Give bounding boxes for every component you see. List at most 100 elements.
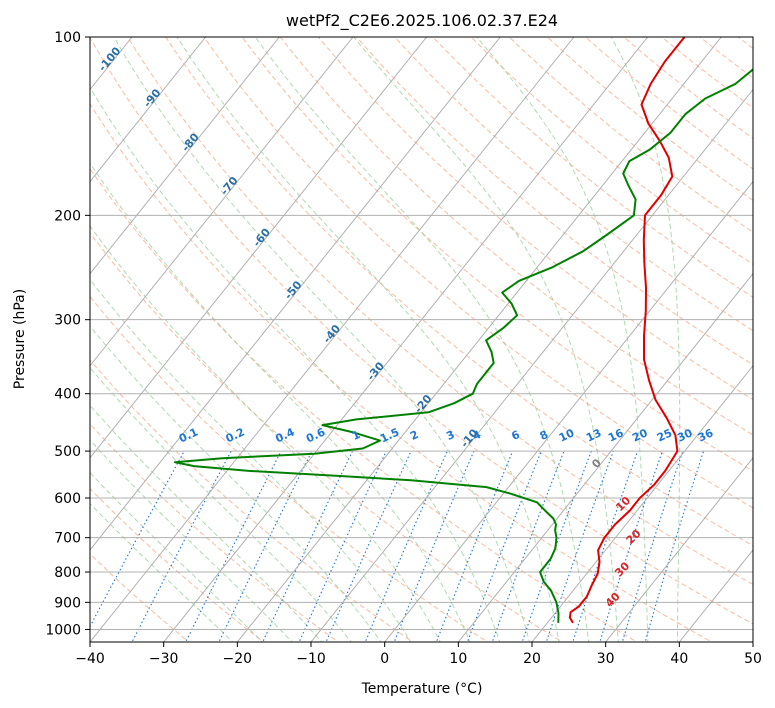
mixing-ratio-label: 36	[696, 426, 716, 444]
moist-adiabat-label: 0	[589, 456, 604, 471]
x-tick-label: −30	[149, 651, 179, 667]
mixing-ratio-label: 0.2	[224, 425, 247, 445]
mixing-ratio-line	[521, 450, 592, 642]
moist-adiabat-label: 30	[612, 559, 632, 579]
y-tick-label: 500	[54, 444, 81, 460]
mixing-ratio-line	[621, 450, 684, 642]
x-tick-label: 0	[380, 651, 389, 667]
x-tick-label: 30	[597, 651, 615, 667]
plot-clipped-group: 0.1 0.2 0.4 0.6 1 1.5 2 3 4 6 8 10 13 16 20 25 30 36-100-…	[0, 24, 775, 645]
mixing-ratio-line	[545, 450, 614, 642]
y-tick-label: 100	[54, 30, 81, 46]
temperature-profile-line	[568, 37, 686, 624]
moist-adiabat-line	[90, 502, 234, 642]
mixing-ratio-label: 2	[408, 428, 420, 443]
isotherm-gridline	[605, 457, 753, 642]
y-tick-label: 800	[54, 565, 81, 581]
dry-adiabat-line	[165, 37, 753, 547]
y-tick-label: 300	[54, 313, 81, 329]
mixing-ratio-line	[491, 450, 565, 642]
dry-adiabat-line	[90, 231, 564, 642]
moist-adiabat-line	[90, 439, 293, 642]
mixing-ratio-label: 1.5	[378, 425, 401, 445]
dry-adiabat-label: -50	[282, 278, 305, 302]
isotherm-gridline	[90, 37, 207, 183]
mixing-ratio-line	[262, 450, 353, 642]
isotherm-gridline	[90, 37, 501, 551]
moist-adiabat-label: 40	[603, 590, 623, 610]
dry-adiabat-line	[90, 359, 414, 642]
moist-adiabat-line	[254, 37, 590, 642]
moist-adiabat-line	[90, 404, 323, 642]
y-tick-label: 1000	[45, 622, 81, 638]
x-axis-title: Temperature (°C)	[361, 681, 483, 697]
dry-adiabat-line	[394, 37, 753, 332]
dry-adiabat-label: -80	[179, 130, 202, 154]
x-tick-label: 40	[670, 651, 688, 667]
mixing-ratio-label: 0.1	[177, 425, 200, 445]
isotherm-gridline	[90, 37, 575, 642]
mixing-ratio-label: 8	[538, 428, 550, 443]
mixing-ratio-line	[572, 450, 639, 642]
dry-adiabat-line	[699, 37, 753, 79]
x-tick-label: 10	[449, 651, 467, 667]
isotherm-gridline	[384, 180, 753, 642]
dewpoint-profile-line	[173, 68, 753, 623]
mixing-ratio-label: 20	[630, 426, 650, 444]
moist-adiabat-line	[90, 325, 382, 642]
isotherm-gridline	[678, 549, 753, 642]
y-axis-title: Pressure (hPa)	[12, 289, 28, 389]
x-tick-label: −20	[223, 651, 253, 667]
dry-adiabat-line	[546, 37, 753, 201]
dry-adiabat-line	[470, 37, 753, 266]
mixing-ratio-line	[644, 450, 705, 642]
dry-adiabat-line	[127, 37, 753, 586]
mixing-ratio-line	[466, 450, 542, 642]
moist-adiabat-line	[90, 225, 441, 642]
dry-adiabat-line	[90, 37, 753, 625]
dry-adiabat-label: -90	[141, 86, 164, 110]
dry-adiabat-line	[317, 37, 753, 401]
mixing-ratio-line	[393, 450, 475, 642]
mixing-ratio-label: 13	[584, 426, 603, 444]
isotherm-gridline	[90, 37, 280, 275]
dry-adiabat-label: -30	[364, 359, 387, 383]
dry-adiabat-line	[241, 37, 753, 472]
dry-adiabat-line	[432, 37, 753, 298]
dry-adiabat-line	[90, 103, 713, 642]
y-tick-label: 900	[54, 595, 81, 611]
isotherm-gridline	[90, 37, 354, 367]
isotherm-gridline	[163, 37, 649, 642]
chart-title: wetPf2_C2E6.2025.106.02.37.E24	[286, 11, 558, 31]
moist-adiabat-line	[113, 37, 530, 642]
mixing-ratio-line	[298, 450, 387, 642]
y-tick-label: 400	[54, 387, 81, 403]
dry-adiabat-line	[622, 37, 753, 139]
moist-adiabat-line	[90, 162, 471, 642]
mixing-ratio-label: 25	[655, 426, 674, 444]
isotherm-gridline	[457, 272, 753, 642]
plot-area: 0.1 0.2 0.4 0.6 1 1.5 2 3 4 6 8 10 13 16 20 25 30 36-100-…	[0, 24, 775, 645]
mixing-ratio-line	[90, 450, 185, 628]
mixing-ratio-label: 3	[444, 428, 456, 443]
dry-adiabat-label: -100	[96, 44, 124, 74]
mixing-ratio-label: 10	[557, 426, 577, 444]
y-tick-label: 600	[54, 491, 81, 507]
dry-adiabat-line	[737, 37, 753, 50]
mixing-ratio-label: 6	[509, 428, 522, 443]
dry-adiabat-line	[759, 24, 775, 645]
y-tick-label: 200	[54, 208, 81, 224]
dry-adiabat-line	[279, 37, 753, 436]
mixing-ratio-label: 0.6	[304, 425, 327, 445]
x-tick-label: −10	[296, 651, 326, 667]
isotherm-gridline	[236, 37, 722, 642]
dry-adiabat-label: -40	[321, 322, 344, 346]
mixing-ratio-label: 30	[675, 426, 695, 444]
moist-adiabat-label: 20	[624, 527, 644, 547]
x-tick-label: −40	[75, 651, 105, 667]
isotherm-gridline	[90, 37, 428, 459]
mixing-ratio-line	[599, 450, 663, 642]
isotherm-gridline	[0, 37, 58, 642]
